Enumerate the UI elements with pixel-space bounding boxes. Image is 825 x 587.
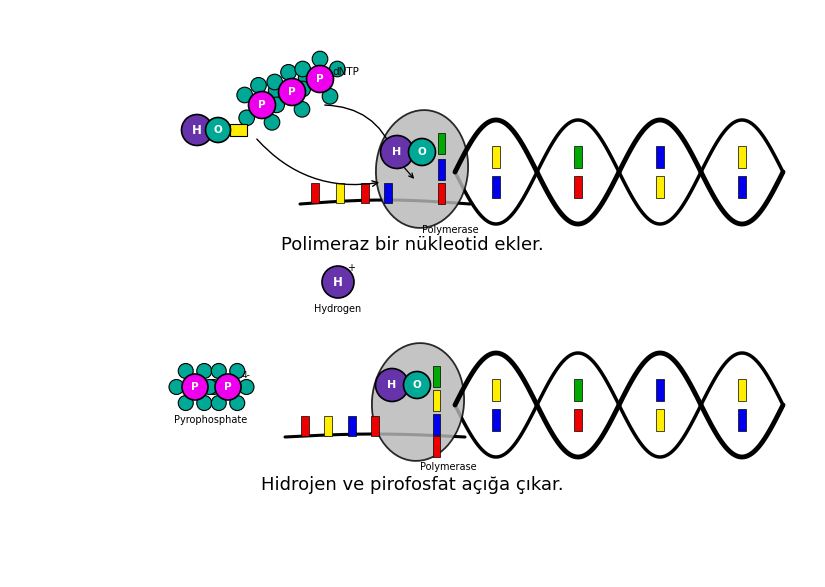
FancyArrowPatch shape [403,167,413,178]
Circle shape [295,81,310,97]
Circle shape [239,380,254,394]
Text: P: P [258,100,266,110]
Circle shape [323,89,337,104]
Circle shape [295,102,310,117]
Bar [433,390,440,411]
Text: H: H [333,275,343,288]
Text: +: + [347,263,355,273]
Circle shape [237,87,252,103]
Text: O: O [412,380,422,390]
Circle shape [380,136,413,168]
Ellipse shape [376,110,468,228]
Circle shape [178,396,193,410]
Bar [301,416,309,436]
Bar [573,379,582,401]
Text: 4-: 4- [242,370,251,380]
Circle shape [403,372,431,399]
Bar [230,124,247,136]
Circle shape [264,114,280,130]
Circle shape [279,79,305,106]
Text: H: H [393,147,402,157]
Bar [438,183,445,204]
Bar [492,176,500,198]
Text: Hydrogen: Hydrogen [314,304,361,314]
Circle shape [202,380,217,394]
Bar [311,183,318,203]
Bar [371,416,379,436]
Circle shape [329,61,345,77]
Text: H: H [192,123,202,137]
Circle shape [211,363,226,379]
Circle shape [251,77,266,93]
Bar [738,146,747,168]
Bar [384,183,392,203]
Bar [573,176,582,198]
Circle shape [178,363,193,379]
Text: H: H [388,380,397,390]
Bar [738,176,747,198]
Circle shape [408,139,436,166]
Bar [361,183,369,203]
Text: Polymerase: Polymerase [420,462,476,472]
Text: Polimeraz bir nükleotid ekler.: Polimeraz bir nükleotid ekler. [280,236,544,254]
Circle shape [295,61,310,77]
Circle shape [205,117,230,143]
Bar [738,409,747,431]
Text: Hidrojen ve pirofosfat açığa çıkar.: Hidrojen ve pirofosfat açığa çıkar. [261,476,563,494]
Circle shape [268,83,284,99]
Circle shape [206,380,221,394]
Bar [433,366,440,387]
Bar [656,176,664,198]
Circle shape [266,74,282,90]
Text: Polymerase: Polymerase [422,225,478,235]
Circle shape [299,70,314,86]
Circle shape [215,374,241,400]
FancyArrowPatch shape [325,105,394,153]
Text: P: P [191,382,199,392]
Text: Pyrophosphate: Pyrophosphate [174,415,248,425]
Bar [438,133,445,154]
Text: O: O [417,147,427,157]
Circle shape [239,110,254,126]
Circle shape [322,266,354,298]
Bar [492,146,500,168]
Circle shape [375,369,408,402]
Bar [573,146,582,168]
Ellipse shape [372,343,464,461]
Circle shape [196,396,212,410]
Text: dNTP: dNTP [332,67,359,77]
Text: O: O [214,125,223,135]
Bar [656,146,664,168]
Bar [492,409,500,431]
Bar [738,379,747,401]
Circle shape [169,380,184,394]
Bar [656,409,664,431]
Bar [492,379,500,401]
Circle shape [248,92,276,119]
Bar [433,414,440,435]
Circle shape [196,363,212,379]
Bar [573,409,582,431]
Circle shape [307,66,333,93]
Bar [324,416,332,436]
Circle shape [182,114,213,146]
Circle shape [269,97,285,113]
Bar [348,416,356,436]
Text: P: P [288,87,296,97]
Circle shape [229,363,245,379]
Circle shape [229,396,245,410]
Bar [656,379,664,401]
Bar [337,183,344,203]
Circle shape [312,51,328,67]
Circle shape [182,374,208,400]
Circle shape [211,396,226,410]
Bar [438,159,445,180]
Text: P: P [316,74,323,84]
Bar [433,436,440,457]
Circle shape [280,65,296,80]
Text: P: P [224,382,232,392]
FancyArrowPatch shape [257,139,378,186]
